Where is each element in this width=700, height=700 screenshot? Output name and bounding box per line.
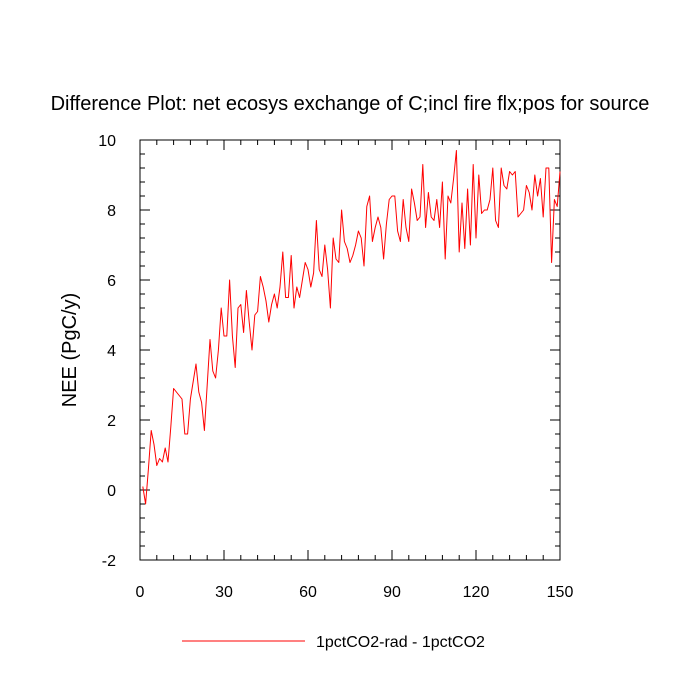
x-tick-label: 60	[299, 584, 317, 601]
x-tick-label: 30	[215, 584, 233, 601]
x-tick-label: 120	[463, 584, 490, 601]
y-axis-label: NEE (PgC/y)	[59, 293, 81, 407]
x-axis: 0 30 60 90 120 150	[136, 140, 574, 601]
chart-title: Difference Plot: net ecosys exchange of …	[51, 93, 650, 115]
y-tick-label: 8	[107, 203, 116, 220]
y-tick-label: 0	[107, 483, 116, 500]
y-tick-label: 6	[107, 273, 116, 290]
legend-label: 1pctCO2-rad - 1pctCO2	[316, 634, 485, 651]
minor-ticks	[139, 139, 561, 561]
y-axis: -2 0 2 4 6 8 10	[98, 133, 560, 570]
y-tick-label: 2	[107, 413, 116, 430]
series-layer	[142, 150, 561, 505]
x-tick-label: 90	[383, 584, 401, 601]
y-tick-label: 10	[98, 133, 116, 150]
x-tick-label: 150	[547, 584, 574, 601]
series-line	[142, 150, 561, 505]
x-tick-label: 0	[136, 584, 145, 601]
y-tick-label: 4	[107, 343, 116, 360]
legend: 1pctCO2-rad - 1pctCO2	[182, 634, 485, 651]
y-tick-label: -2	[102, 553, 116, 570]
plot-frame	[139, 139, 561, 561]
